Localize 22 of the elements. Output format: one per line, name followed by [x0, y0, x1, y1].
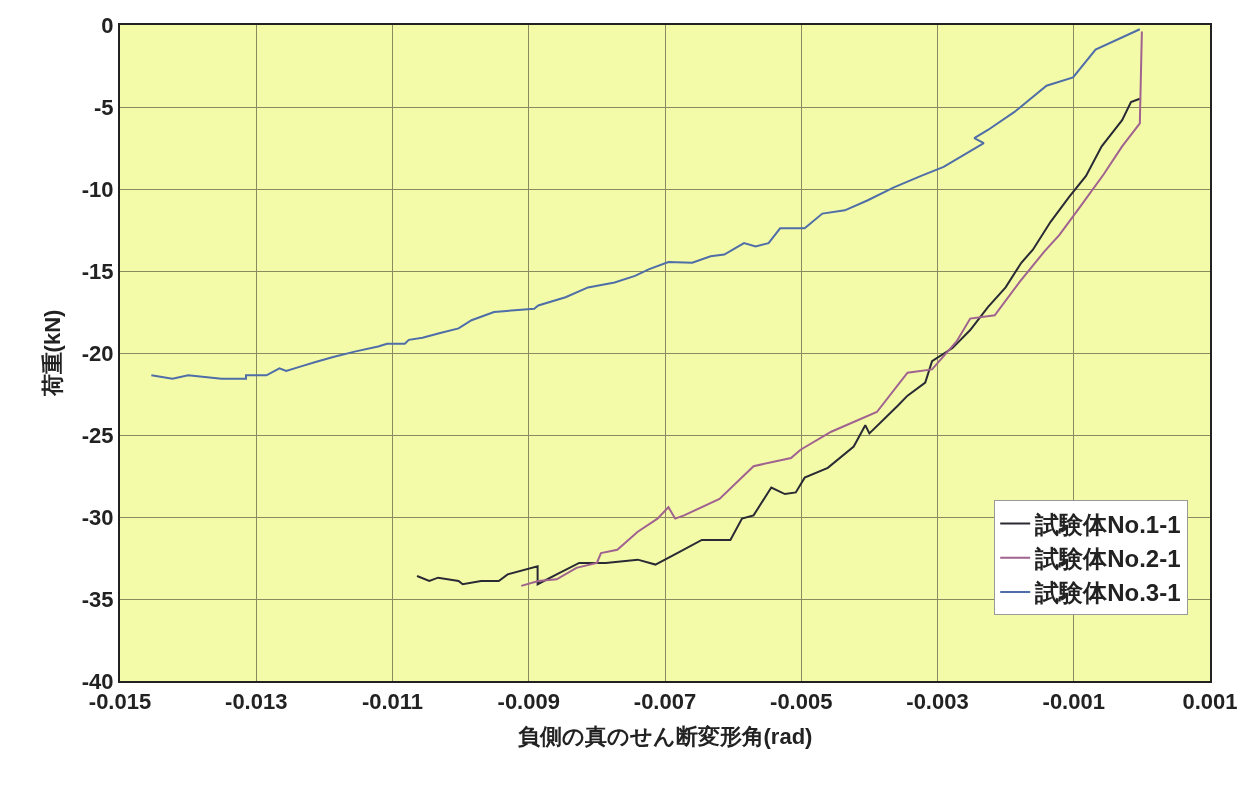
y-tick-label: -25: [81, 422, 114, 448]
x-tick-label: -0.011: [361, 689, 424, 715]
legend-label: 試験体No.1-1: [1034, 510, 1181, 538]
x-tick-label: -0.009: [497, 689, 560, 715]
y-tick-label: -5: [94, 94, 114, 120]
x-tick-label: -0.003: [906, 689, 969, 715]
x-tick-label: -0.001: [1042, 689, 1105, 715]
x-axis-title: 負側の真のせん断変形角(rad): [517, 723, 813, 749]
legend-label: 試験体No.3-1: [1034, 579, 1181, 607]
x-tick-label: -0.013: [225, 689, 288, 715]
y-tick-label: -20: [81, 340, 114, 366]
y-tick-label: -35: [81, 586, 114, 612]
y-axis-title: 荷重(kN): [40, 309, 66, 398]
y-tick-label: 0: [101, 12, 114, 38]
x-tick-label: -0.007: [633, 689, 697, 715]
line-series: [150, 28, 1141, 380]
legend-label: 試験体No.2-1: [1034, 545, 1181, 573]
y-tick-label: -30: [81, 504, 114, 530]
y-tick-label: -10: [81, 176, 114, 202]
x-tick-label: 0.001: [1182, 689, 1238, 715]
x-tick-label: -0.005: [770, 689, 833, 715]
y-tick-label: -15: [81, 258, 114, 284]
